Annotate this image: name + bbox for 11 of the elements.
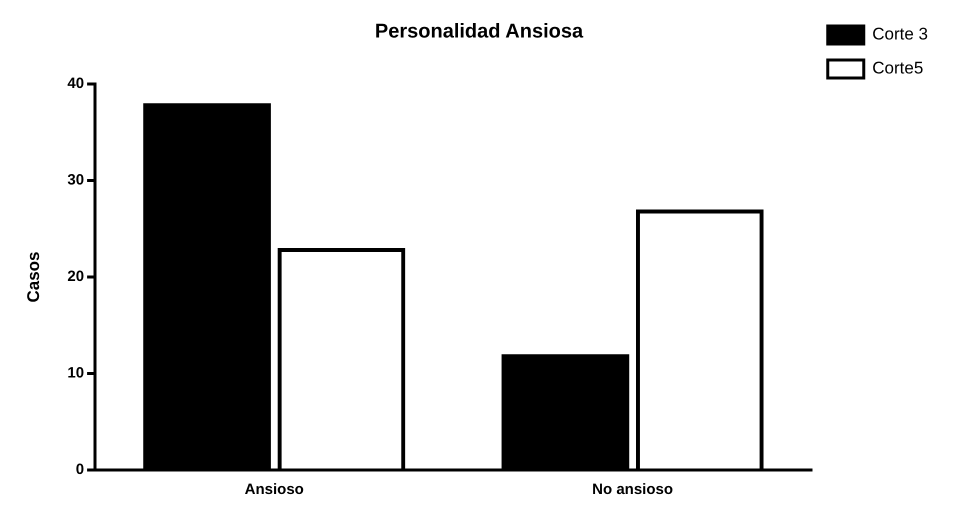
legend-label: Corte5	[872, 58, 924, 78]
chart-title: Personalidad Ansiosa	[374, 20, 584, 43]
y-tick-label: 10	[67, 364, 84, 382]
y-axis-title: Casos	[24, 251, 43, 303]
y-tick-label: 0	[76, 461, 84, 478]
y-tick-label: 40	[67, 75, 84, 92]
y-tick-label: 20	[67, 268, 84, 286]
legend-label: Corte 3	[872, 24, 928, 44]
x-tick-label: Ansioso	[244, 481, 304, 498]
x-tick-label: No ansioso	[592, 481, 674, 498]
y-tick-label: 30	[67, 172, 84, 189]
